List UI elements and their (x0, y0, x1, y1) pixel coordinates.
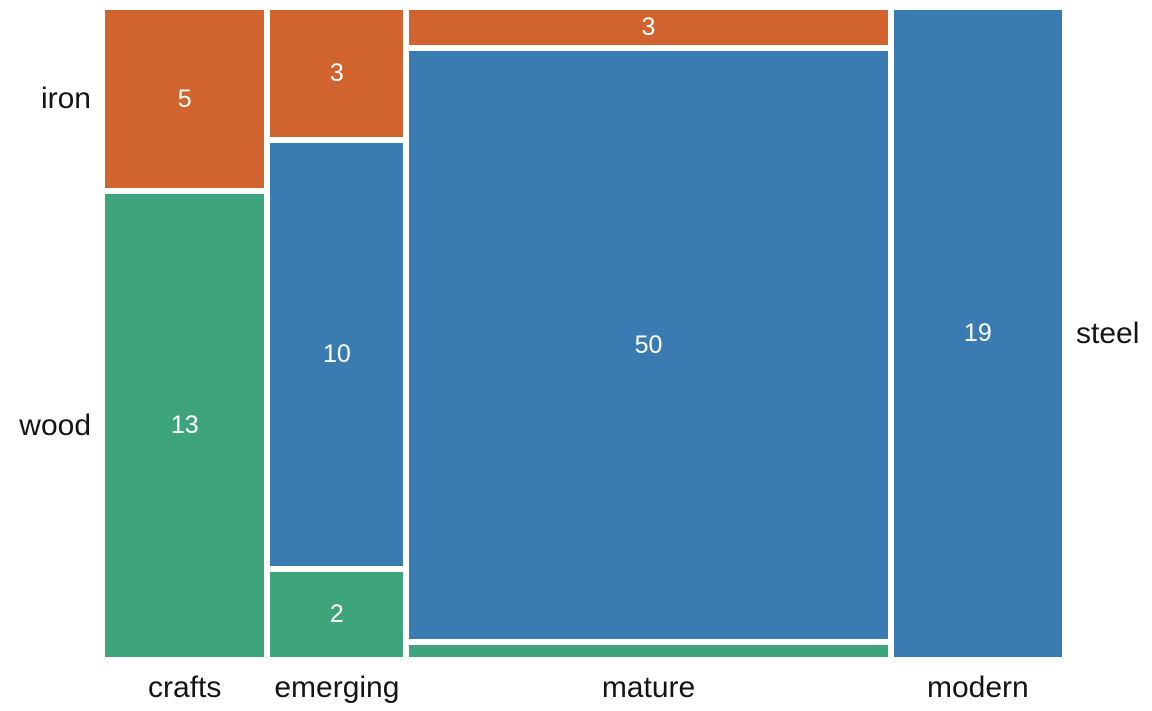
tile-mature-iron: 3 (409, 10, 888, 46)
tile-value-label: 5 (177, 84, 192, 113)
tile-modern-steel: 19 (893, 10, 1062, 657)
tile-value-label: 3 (329, 59, 344, 87)
tile-emerging-steel: 10 (270, 143, 404, 567)
tile-mature-wood (409, 645, 888, 657)
x-axis-label-crafts: crafts (148, 671, 222, 704)
tile-value-label: 19 (963, 319, 992, 347)
tile-value-label: 2 (329, 600, 344, 629)
x-axis-label-emerging: emerging (274, 671, 400, 704)
tile-value-label: 3 (641, 13, 656, 42)
tile-crafts-wood: 13 (105, 194, 265, 657)
tile-mature-steel: 50 (409, 51, 888, 640)
y-axis-label-steel: steel (1076, 316, 1140, 350)
tile-emerging-wood: 2 (270, 572, 404, 657)
tile-value-label: 50 (634, 330, 663, 359)
y-axis-label-wood: wood (19, 408, 91, 442)
tile-value-label: 13 (170, 411, 199, 440)
tile-value-label: 10 (322, 340, 351, 369)
tile-emerging-iron: 3 (270, 10, 404, 137)
tile-crafts-iron: 5 (105, 10, 265, 189)
x-axis-label-mature: mature (601, 671, 696, 704)
y-axis-label-iron: iron (40, 82, 91, 116)
x-axis-label-modern: modern (926, 671, 1029, 704)
